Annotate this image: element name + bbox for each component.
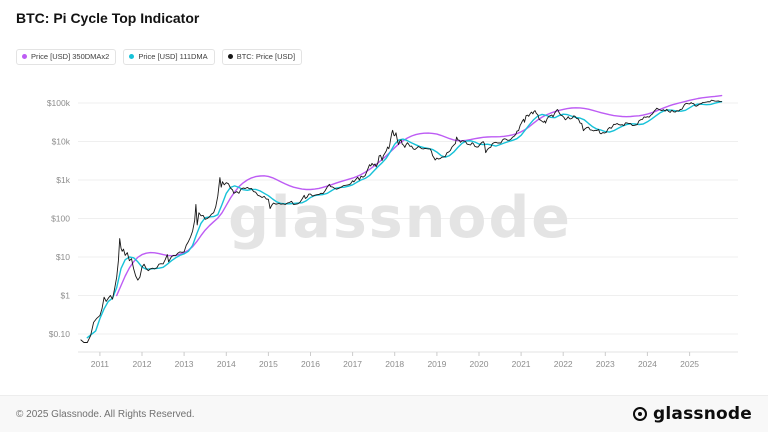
legend-swatch-icon (227, 54, 233, 60)
y-axis-tick-label: $100 (51, 214, 70, 224)
series-line-1 (116, 94, 723, 297)
y-axis-tick-label: $0.10 (49, 329, 71, 339)
y-axis-tick-label: $1k (56, 175, 70, 185)
footer: © 2025 Glassnode. All Rights Reserved. g… (0, 395, 768, 432)
series-line-3 (80, 99, 723, 343)
footer-copyright: © 2025 Glassnode. All Rights Reserved. (16, 408, 195, 420)
legend-label: Price [USD] 111DMA (138, 52, 208, 61)
legend-label: Price [USD] 350DMAx2 (31, 52, 110, 61)
x-axis-tick-label: 2017 (343, 359, 362, 369)
legend-label: BTC: Price [USD] (236, 52, 296, 61)
price-chart[interactable]: $100k $10k $1k $100 $10 $1 $0.10 2011 2012 2013 20… (0, 0, 768, 395)
y-axis-tick-label: $10 (56, 252, 70, 262)
glassnode-logo-text: glassnode (653, 404, 752, 424)
legend-item[interactable]: Price [USD] 111DMA (123, 49, 215, 65)
x-axis-tick-label: 2024 (638, 359, 657, 369)
x-axis-tick-label: 2012 (133, 359, 152, 369)
legend-item[interactable]: BTC: Price [USD] (221, 49, 303, 65)
x-axis-tick-label: 2018 (385, 359, 404, 369)
x-axis-tick-label: 2020 (470, 359, 489, 369)
y-axis-tick-label: $100k (47, 98, 71, 108)
x-axis-tick-label: 2014 (217, 359, 236, 369)
x-axis-tick-label: 2013 (175, 359, 194, 369)
legend-swatch-icon (22, 54, 27, 60)
legend-swatch-icon (129, 54, 135, 60)
glassnode-watermark: glassnode (228, 185, 572, 251)
x-axis-tick-label: 2015 (259, 359, 278, 369)
chart-title: BTC: Pi Cycle Top Indicator (16, 10, 200, 26)
y-axis-tick-label: $1 (61, 291, 71, 301)
x-axis-tick-label: 2016 (301, 359, 320, 369)
x-axis-tick-label: 2011 (91, 359, 110, 369)
x-axis-tick-label: 2025 (680, 359, 699, 369)
series-line-2 (86, 101, 723, 339)
glassnode-logo-icon (633, 407, 647, 421)
legend: Price [USD] 350DMAx2 Price [USD] 111DMA BT… (16, 49, 303, 65)
x-axis-tick-label: 2019 (427, 359, 446, 369)
x-axis-tick-label: 2021 (512, 359, 531, 369)
x-axis-tick-label: 2022 (554, 359, 573, 369)
x-axis-tick-label: 2023 (596, 359, 615, 369)
glassnode-logo-dot-icon (638, 412, 642, 416)
legend-item[interactable]: Price [USD] 350DMAx2 (16, 49, 117, 65)
y-axis-tick-label: $10k (52, 137, 71, 147)
glassnode-logo[interactable]: glassnode (633, 404, 752, 424)
